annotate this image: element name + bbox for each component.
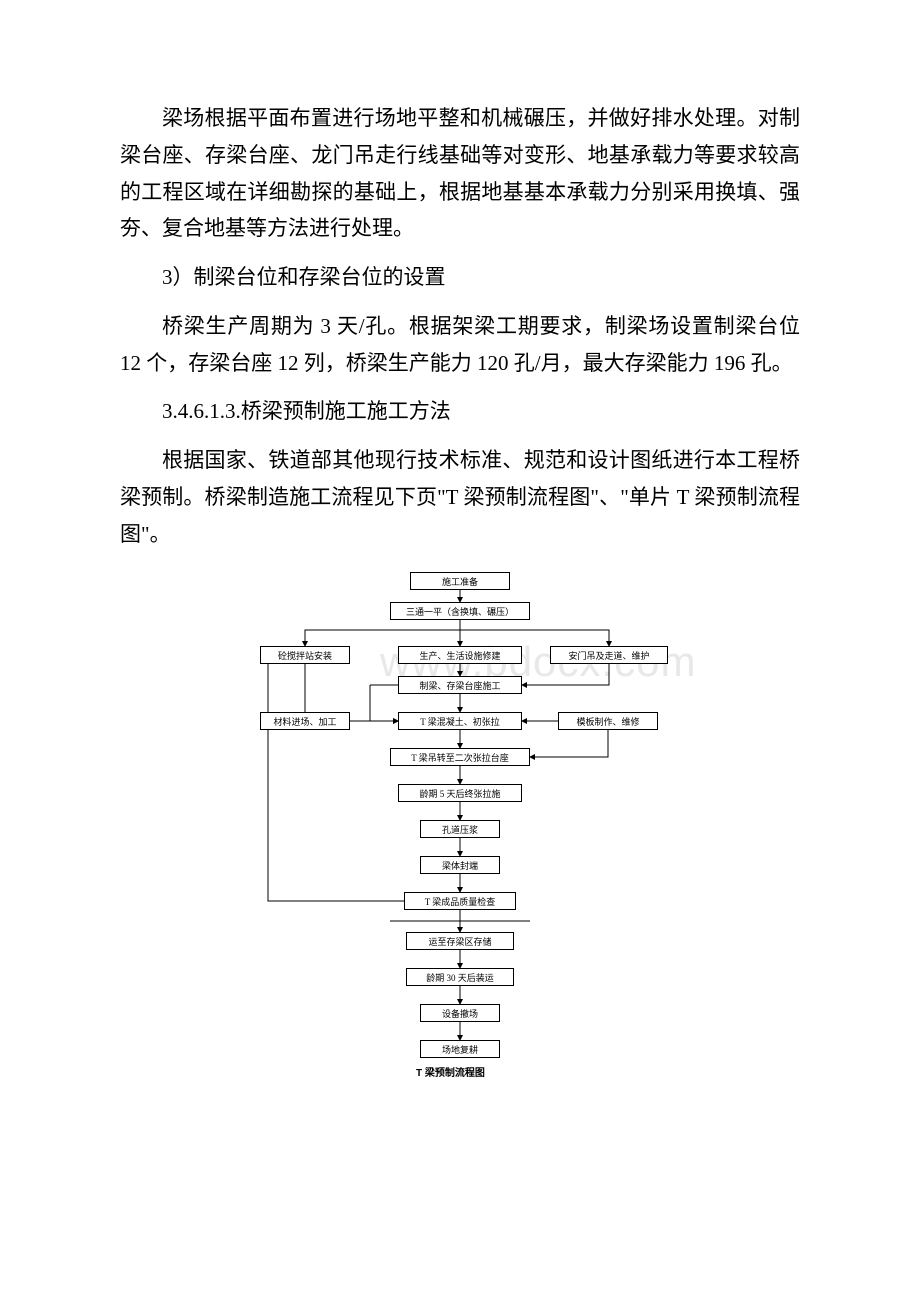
paragraph-4: 3.4.6.1.3.桥梁预制施工施工方法 bbox=[120, 393, 800, 430]
flow-node-n4: 生产、生活设施修建 bbox=[398, 646, 522, 664]
paragraph-1: 梁场根据平面布置进行场地平整和机械碾压，并做好排水处理。对制梁台座、存梁台座、龙… bbox=[120, 100, 800, 247]
flow-node-n8: T 梁混凝土、初张拉 bbox=[398, 712, 522, 730]
flow-node-n6: 制梁、存梁台座施工 bbox=[398, 676, 522, 694]
flow-node-n2: 三通一平（含换填、碾压） bbox=[390, 602, 530, 620]
flow-node-n18: 场地复耕 bbox=[420, 1040, 500, 1058]
flow-node-n3: 砼搅拌站安装 bbox=[260, 646, 350, 664]
flow-node-n1: 施工准备 bbox=[410, 572, 510, 590]
flow-node-n12: 孔道压浆 bbox=[420, 820, 500, 838]
flowchart-container: www.bdocx.com bbox=[250, 572, 670, 1112]
flow-node-n10: T 梁吊转至二次张拉台座 bbox=[390, 748, 530, 766]
flow-node-n17: 设备撤场 bbox=[420, 1004, 500, 1022]
flow-node-n7: 材料进场、加工 bbox=[260, 712, 350, 730]
flow-node-n5: 安门吊及走道、维护 bbox=[550, 646, 668, 664]
flow-node-n11: 龄期 5 天后终张拉施 bbox=[398, 784, 522, 802]
flow-node-n14: T 梁成品质量检查 bbox=[404, 892, 516, 910]
flow-node-n9: 模板制作、维修 bbox=[558, 712, 658, 730]
paragraph-3: 桥梁生产周期为 3 天/孔。根据架梁工期要求，制梁场设置制梁台位 12 个，存梁… bbox=[120, 308, 800, 382]
flow-node-n15: 运至存梁区存储 bbox=[406, 932, 514, 950]
flow-node-n16: 龄期 30 天后装运 bbox=[406, 968, 514, 986]
flow-node-n13: 梁体封端 bbox=[420, 856, 500, 874]
paragraph-2: 3）制梁台位和存梁台位的设置 bbox=[120, 259, 800, 296]
paragraph-5: 根据国家、铁道部其他现行技术标准、规范和设计图纸进行本工程桥梁预制。桥梁制造施工… bbox=[120, 442, 800, 552]
